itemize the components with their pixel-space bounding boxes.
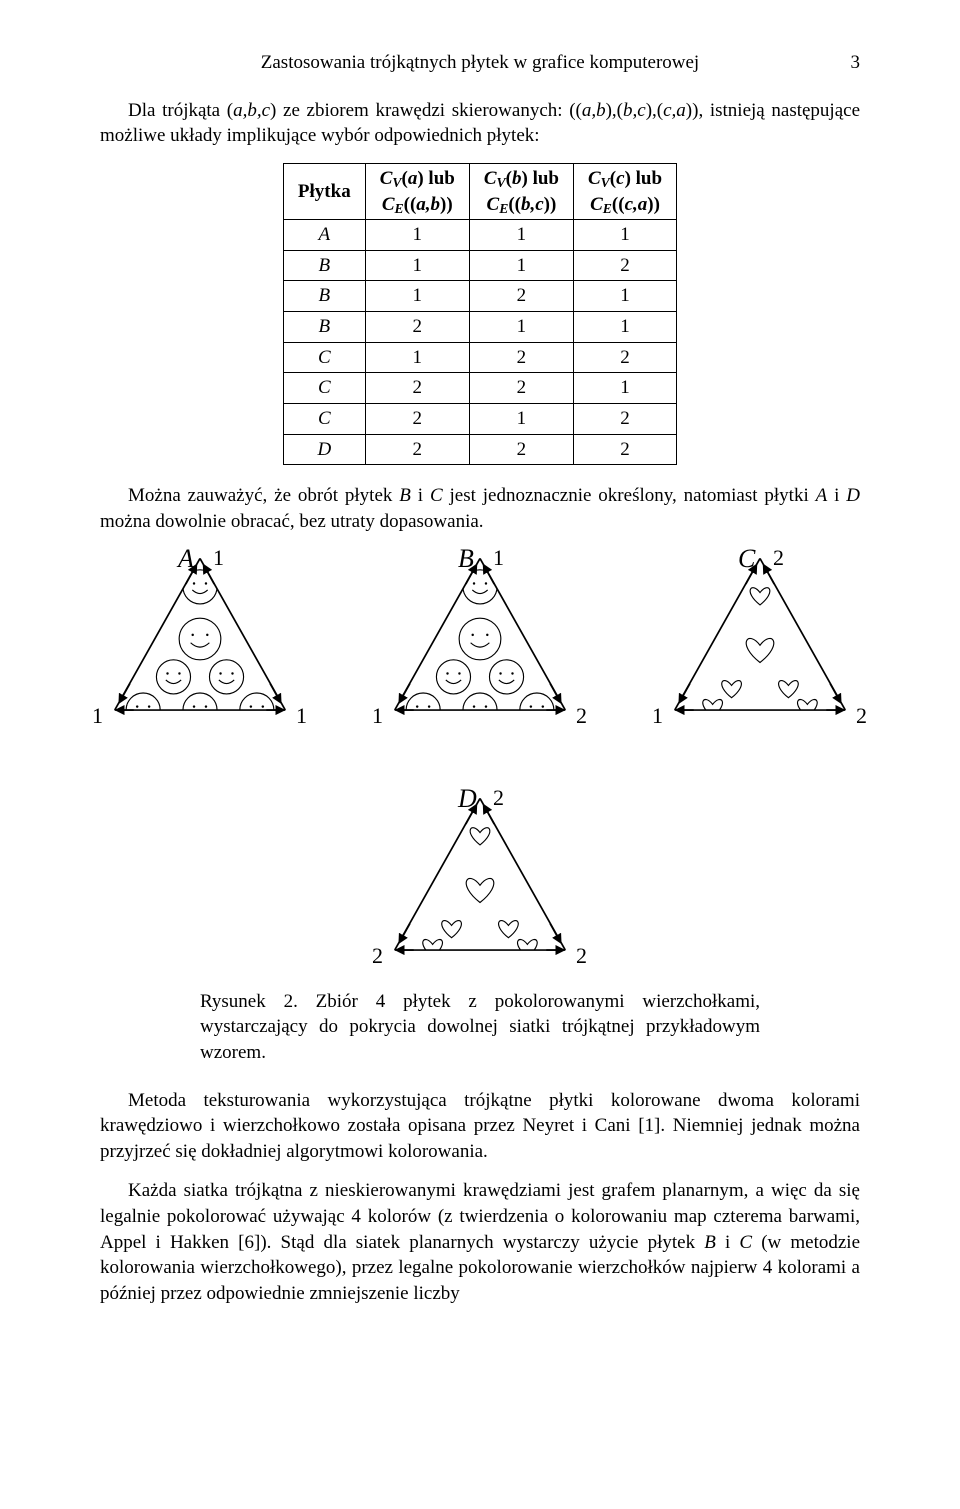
tile-bl-num: 1 [372,701,383,731]
cell-value: 1 [469,404,573,435]
tile-table: Płytka CV(a) lub CE((a,b)) CV(b) lub CE(… [283,163,677,465]
mid-paragraph: Można zauważyć, że obrót płytek B i C je… [100,483,860,534]
tile-bl-num: 1 [92,701,103,731]
table-body: A111B112B121B211C122C221C212D222 [283,220,676,465]
tile-letter: A [178,541,194,576]
tile-br-num: 2 [576,941,587,971]
bottom-paragraph-2: Każda siatka trójkątna z nieskierowanymi… [100,1178,860,1306]
cell-value: 1 [573,373,676,404]
cell-value: 2 [365,404,469,435]
cell-value: 2 [365,312,469,343]
cell-plytka: B [283,281,365,312]
cell-value: 1 [365,220,469,251]
tile-top-num: 1 [493,543,504,573]
cell-value: 2 [573,250,676,281]
table-row: C122 [283,342,676,373]
cell-value: 1 [573,281,676,312]
tile-bl-num: 2 [372,941,383,971]
th-plytka: Płytka [283,163,365,219]
cell-value: 1 [365,281,469,312]
cell-value: 1 [573,312,676,343]
cell-value: 2 [469,373,573,404]
cell-value: 1 [469,312,573,343]
running-head: Zastosowania trójkątnych płytek w grafic… [100,50,860,76]
triangle-svg [100,549,300,729]
cell-plytka: D [283,434,365,465]
cell-plytka: C [283,404,365,435]
cell-value: 1 [573,220,676,251]
cell-value: 2 [469,342,573,373]
tile-letter: D [458,781,477,816]
tile-D: D222 [380,789,580,969]
triangle-svg [660,549,860,729]
table-row: A111 [283,220,676,251]
bottom-paragraph-1: Metoda teksturowania wykorzystująca trój… [100,1088,860,1165]
tile-br-num: 2 [856,701,867,731]
triangle-svg [380,549,580,729]
tile-C: C212 [660,549,860,729]
intro-paragraph: Dla trójkąta (a,b,c) ze zbiorem krawędzi… [100,98,860,149]
cell-value: 2 [469,281,573,312]
tile-letter: B [458,541,474,576]
table-header-row: Płytka CV(a) lub CE((a,b)) CV(b) lub CE(… [283,163,676,219]
tile-top-num: 1 [213,543,224,573]
table-row: B112 [283,250,676,281]
cell-plytka: B [283,312,365,343]
table-row: B211 [283,312,676,343]
figure-caption: Rysunek 2. Zbiór 4 płytek z pokolorowany… [200,989,760,1066]
table-row: B121 [283,281,676,312]
table-row: C221 [283,373,676,404]
cell-value: 2 [469,434,573,465]
cell-value: 2 [573,404,676,435]
tile-top-num: 2 [493,783,504,813]
tile-A: A111 [100,549,300,729]
tile-br-num: 1 [296,701,307,731]
triangle-svg [380,789,580,969]
cell-plytka: C [283,342,365,373]
tile-B: B112 [380,549,580,729]
table-row: D222 [283,434,676,465]
cell-value: 2 [573,434,676,465]
cell-value: 2 [365,434,469,465]
cell-value: 1 [365,250,469,281]
tile-letter: C [738,541,755,576]
tile-top-num: 2 [773,543,784,573]
running-title: Zastosowania trójkątnych płytek w grafic… [261,52,699,73]
cell-plytka: A [283,220,365,251]
figure-tiles: A111B112C212D222 [100,549,860,969]
table-row: C212 [283,404,676,435]
th-col3: CV(c) lub CE((c,a)) [573,163,676,219]
cell-value: 1 [469,250,573,281]
cell-plytka: C [283,373,365,404]
cell-value: 2 [573,342,676,373]
cell-plytka: B [283,250,365,281]
th-col1: CV(a) lub CE((a,b)) [365,163,469,219]
tile-bl-num: 1 [652,701,663,731]
th-col2: CV(b) lub CE((b,c)) [469,163,573,219]
cell-value: 2 [365,373,469,404]
tile-br-num: 2 [576,701,587,731]
cell-value: 1 [365,342,469,373]
page: Zastosowania trójkątnych płytek w grafic… [0,0,960,1361]
page-number: 3 [851,50,861,76]
cell-value: 1 [469,220,573,251]
